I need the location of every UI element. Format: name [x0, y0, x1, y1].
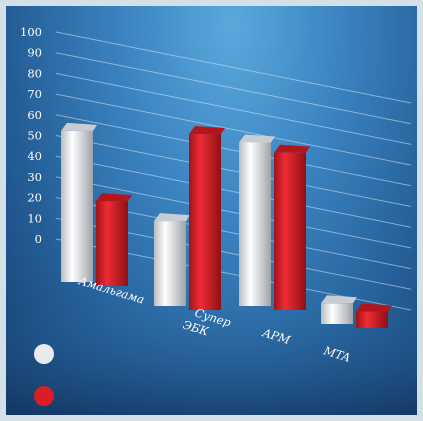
bar-top-red [274, 144, 310, 153]
y-tick-label: 60 [27, 108, 42, 122]
gridline [55, 155, 412, 228]
bar-top-white [154, 213, 190, 222]
gridline [55, 176, 412, 249]
y-axis-ticks: 0 10 20 30 40 50 60 70 80 90 100 [20, 25, 42, 246]
floor-shade [6, 306, 417, 415]
bar-top-red [356, 303, 392, 312]
bar-red [356, 311, 388, 328]
y-tick-label: 90 [27, 46, 42, 60]
legend-marker-red [34, 386, 54, 406]
bar-red [189, 134, 221, 310]
gridline [55, 135, 412, 207]
bar-white [61, 130, 93, 282]
bar-top-red [189, 126, 225, 135]
y-tick-label: 70 [27, 87, 42, 101]
y-tick-label: 80 [27, 66, 42, 80]
y-tick-label: 10 [27, 211, 42, 225]
y-tick-label: 40 [27, 149, 42, 163]
gridline [55, 31, 412, 104]
legend-marker-white [34, 344, 54, 364]
gridline [55, 93, 412, 166]
bar-top-red [96, 193, 132, 202]
bar-white [321, 303, 353, 324]
y-tick-label: 20 [27, 191, 42, 205]
y-tick-label: 100 [20, 25, 42, 39]
y-tick-label: 50 [27, 129, 42, 143]
bar-white [239, 142, 271, 306]
bars [61, 122, 392, 328]
bar-top-white [321, 295, 357, 304]
bar-red [96, 201, 128, 286]
bar-white [154, 221, 186, 306]
y-tick-label: 0 [35, 232, 42, 246]
y-tick-label: 30 [27, 170, 42, 184]
gridline [55, 114, 412, 187]
bar-top-white [61, 122, 97, 131]
bar-top-white [239, 134, 275, 143]
bar-red [274, 152, 306, 310]
gridline [55, 52, 412, 125]
gridline [55, 72, 412, 145]
